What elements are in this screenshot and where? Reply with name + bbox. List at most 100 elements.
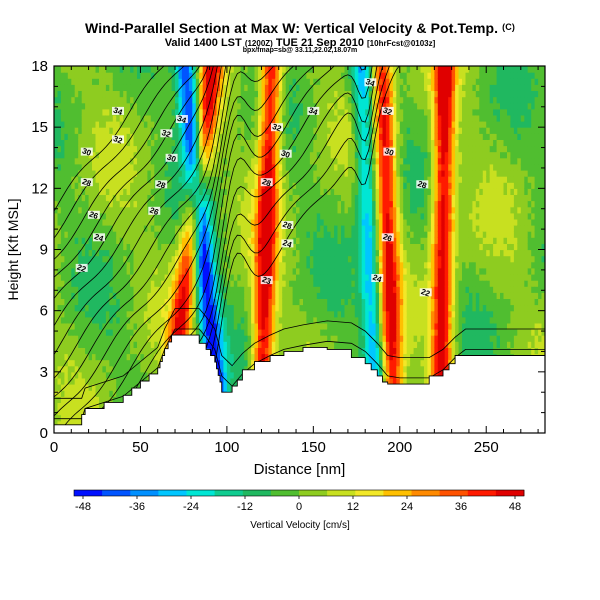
velocity-cell <box>137 335 142 342</box>
velocity-cell <box>323 249 328 257</box>
velocity-cell <box>126 72 131 79</box>
velocity-cell <box>209 114 214 122</box>
velocity-cell <box>157 78 162 85</box>
velocity-cell <box>109 292 114 299</box>
velocity-cell <box>88 390 93 397</box>
velocity-cell <box>237 322 242 330</box>
velocity-cell <box>64 66 69 73</box>
velocity-cell <box>78 206 83 214</box>
velocity-cell <box>275 194 280 202</box>
velocity-cell <box>140 249 145 257</box>
velocity-cell <box>64 127 69 134</box>
velocity-cell <box>67 396 72 403</box>
velocity-cell <box>223 231 228 238</box>
velocity-cell <box>188 90 193 98</box>
velocity-cell <box>143 78 148 85</box>
velocity-cell <box>119 249 124 257</box>
velocity-cell <box>150 353 155 361</box>
velocity-cell <box>150 280 155 287</box>
velocity-cell <box>230 274 235 281</box>
velocity-cell <box>334 243 339 251</box>
velocity-cell <box>223 194 228 202</box>
velocity-cell <box>264 78 269 85</box>
velocity-cell <box>264 335 269 342</box>
velocity-cell <box>261 145 266 153</box>
velocity-cell <box>240 218 245 226</box>
velocity-cell <box>226 371 231 379</box>
velocity-cell <box>278 261 283 269</box>
velocity-cell <box>126 335 131 342</box>
velocity-cell <box>130 310 135 318</box>
velocity-cell <box>268 249 273 257</box>
velocity-cell <box>54 170 59 177</box>
velocity-cell <box>150 298 155 306</box>
velocity-cell <box>150 102 155 110</box>
velocity-cell <box>157 267 162 275</box>
velocity-cell <box>171 170 176 177</box>
velocity-cell <box>220 108 225 116</box>
velocity-cell <box>54 267 59 275</box>
velocity-cell <box>337 139 342 147</box>
velocity-cell <box>268 212 273 220</box>
velocity-cell <box>233 157 238 165</box>
velocity-cell <box>213 163 218 171</box>
velocity-cell <box>233 176 238 183</box>
velocity-cell <box>337 310 342 318</box>
velocity-cell <box>278 139 283 147</box>
velocity-cell <box>85 396 90 403</box>
velocity-cell <box>88 163 93 171</box>
velocity-cell <box>320 121 325 128</box>
velocity-cell <box>296 225 301 232</box>
velocity-cell <box>251 286 256 293</box>
velocity-cell <box>303 84 308 91</box>
velocity-cell <box>112 72 117 79</box>
velocity-cell <box>216 102 221 110</box>
velocity-cell <box>278 108 283 116</box>
velocity-cell <box>99 365 104 373</box>
velocity-cell <box>223 212 228 220</box>
velocity-cell <box>112 322 117 330</box>
velocity-cell <box>74 359 79 367</box>
velocity-cell <box>254 133 259 140</box>
velocity-cell <box>247 78 252 85</box>
velocity-cell <box>92 396 97 403</box>
velocity-cell <box>195 261 200 269</box>
velocity-cell <box>199 182 204 189</box>
velocity-cell <box>240 335 245 342</box>
velocity-cell <box>268 322 273 330</box>
velocity-cell <box>275 335 280 342</box>
velocity-cell <box>188 66 193 73</box>
velocity-cell <box>78 127 83 134</box>
velocity-cell <box>54 194 59 202</box>
velocity-cell <box>130 121 135 128</box>
velocity-cell <box>306 304 311 312</box>
velocity-cell <box>206 335 211 342</box>
velocity-cell <box>237 182 242 189</box>
velocity-cell <box>168 255 173 263</box>
velocity-cell <box>303 225 308 232</box>
velocity-cell <box>119 231 124 238</box>
velocity-cell <box>230 66 235 73</box>
velocity-cell <box>316 145 321 153</box>
velocity-cell <box>303 102 308 110</box>
velocity-cell <box>327 72 332 79</box>
velocity-cell <box>150 255 155 263</box>
velocity-cell <box>143 72 148 79</box>
velocity-cell <box>81 353 86 361</box>
velocity-cell <box>133 133 138 140</box>
velocity-cell <box>289 261 294 269</box>
velocity-cell <box>296 145 301 153</box>
velocity-cell <box>54 329 59 336</box>
velocity-cell <box>289 157 294 165</box>
velocity-cell <box>213 72 218 79</box>
velocity-cell <box>181 108 186 116</box>
velocity-cell <box>230 237 235 244</box>
velocity-cell <box>303 274 308 281</box>
velocity-cell <box>143 145 148 153</box>
velocity-cell <box>258 200 263 208</box>
velocity-cell <box>258 145 263 153</box>
velocity-cell <box>116 90 121 98</box>
velocity-cell <box>316 66 321 73</box>
velocity-cell <box>323 145 328 153</box>
velocity-cell <box>109 84 114 91</box>
